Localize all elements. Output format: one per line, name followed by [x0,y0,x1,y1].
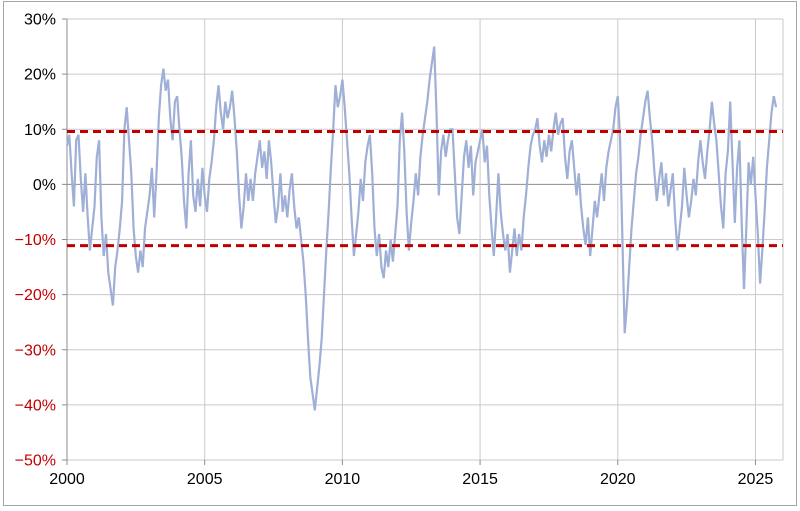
y-tick-label: −10% [15,232,56,249]
y-tick-label: −40% [15,397,56,414]
y-tick-label: −20% [15,287,56,304]
data-series-line [65,46,778,411]
x-tick-label: 2005 [187,471,223,488]
y-tick-label: −50% [15,453,56,470]
x-tick-label: 2000 [49,471,85,488]
data-series-group [65,46,778,411]
x-tick-label: 2020 [600,471,636,488]
tick-marks-group [62,18,756,465]
axis-labels-group: 30% 20% 10% 0% −10% −20% −30% −40% −50%2000 2005 2… [15,12,774,489]
x-tick-label: 2015 [462,471,498,488]
y-tick-label: −30% [15,342,56,359]
y-tick-label: 10% [24,122,56,139]
y-tick-label: 30% [24,12,56,29]
x-tick-label: 2010 [325,471,361,488]
x-tick-label: 2025 [738,471,774,488]
y-tick-label: 20% [24,67,56,84]
y-tick-label: 0% [33,177,56,194]
reference-lines-group [67,129,783,248]
